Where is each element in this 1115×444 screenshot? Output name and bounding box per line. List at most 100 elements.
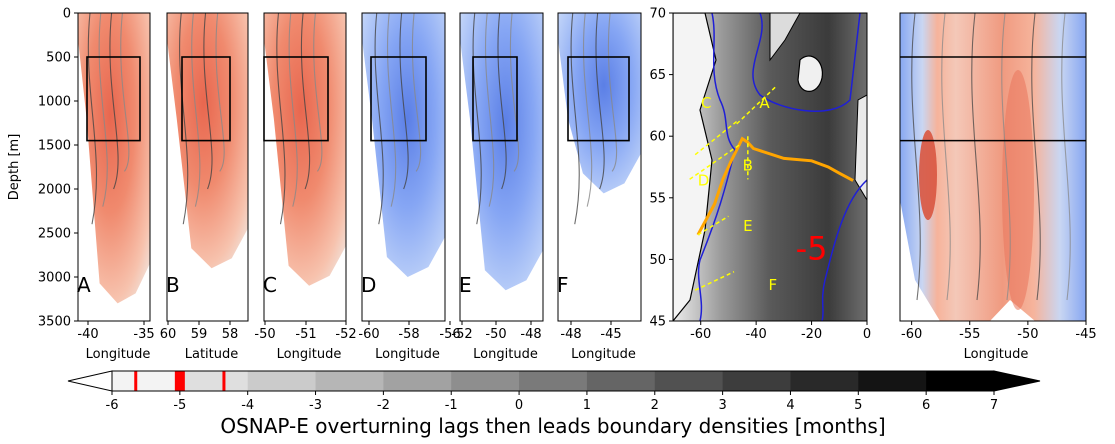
contour-line — [911, 12, 921, 301]
panel-frame — [459, 12, 544, 322]
x-tick-label: -45 — [1075, 327, 1096, 342]
x-tick-label: -51 — [295, 327, 316, 342]
contour-line — [313, 12, 323, 172]
iceland-shape — [797, 55, 823, 92]
map-y-tick-label: 50 — [649, 253, 666, 268]
map-x-tick-label: -40 — [746, 327, 767, 342]
colorbar-tick-label: -3 — [309, 398, 322, 413]
contour-line — [300, 12, 311, 190]
lag-marker — [134, 371, 138, 391]
x-tick-label: -52 — [451, 327, 472, 342]
lag-marker — [174, 371, 185, 391]
isobath-east — [821, 179, 867, 321]
contour-line — [607, 12, 618, 172]
colorbar-frame — [111, 370, 995, 392]
contour-line — [582, 12, 593, 207]
colorbar-tick-label: -4 — [241, 398, 254, 413]
x-tick-label: -60 — [358, 327, 379, 342]
contour-line — [595, 12, 605, 190]
contour-line — [497, 12, 507, 190]
x-tick-label: -50 — [254, 327, 275, 342]
colorbar-extend-high — [993, 370, 1041, 392]
panel-letter: F — [557, 273, 569, 297]
contour-line — [411, 12, 422, 172]
colorbar-segment — [654, 371, 724, 391]
y-tick-label: 2000 — [38, 183, 71, 198]
panel-letter: C — [263, 273, 277, 297]
section-panels: A -40 -35 Longitude B 60 59 58 Latitude C -50 -51 -5… — [7, 7, 642, 362]
section-panel-F: F -48 -45 Longitude — [557, 12, 642, 362]
section-location-line — [697, 215, 729, 236]
map-content: A B C D E F -5 — [673, 13, 867, 321]
land-coast-west — [673, 13, 717, 321]
map-x-tick-label: -20 — [801, 327, 822, 342]
x-tick-label: -58 — [398, 327, 419, 342]
x-tick-label: 60 — [160, 327, 177, 342]
colorbar-tick-label: 1 — [583, 398, 591, 413]
x-axis-label: Longitude — [375, 347, 440, 362]
colorbar-tick-label: -6 — [106, 398, 119, 413]
isobath-north — [752, 13, 861, 112]
panel-letter: B — [166, 273, 180, 297]
x-tick-label: -45 — [600, 327, 621, 342]
contour-line — [215, 12, 225, 172]
colorbar-segment — [586, 371, 656, 391]
analysis-box — [86, 56, 141, 142]
interior-maximum — [1002, 70, 1034, 310]
colorbar-tick-label: 7 — [990, 398, 998, 413]
colorbar-extend-low — [67, 370, 113, 392]
colorbar-tick-label: 6 — [922, 398, 930, 413]
panel-letter: D — [361, 273, 376, 297]
contour-line — [179, 12, 189, 225]
contour-line — [288, 12, 298, 207]
map-y-tick-label: 70 — [649, 7, 666, 22]
contour-line — [941, 12, 951, 301]
x-tick-label: -55 — [959, 327, 980, 342]
panel-frame — [899, 12, 1087, 322]
x-tick-label: -35 — [133, 327, 154, 342]
colorbar-label: OSNAP-E overturning lags then leads boun… — [220, 414, 885, 438]
x-tick-label: 59 — [191, 327, 208, 342]
y-tick-label: 3000 — [38, 271, 71, 286]
map-y-tick-label: 45 — [649, 315, 666, 330]
contour-line — [276, 12, 286, 225]
x-axis-label: Longitude — [964, 347, 1029, 362]
y-tick-label: 0 — [63, 7, 71, 22]
section-location-line — [689, 144, 740, 180]
colorbar-segment — [451, 371, 520, 391]
section-field — [264, 13, 346, 286]
contour-line — [87, 12, 97, 225]
x-axis-label: Latitude — [185, 347, 239, 362]
map-y-tick-label: 65 — [649, 68, 666, 83]
wide-section-field — [900, 13, 1086, 321]
section-panel-E: E -52 -50 -48 Longitude — [451, 12, 544, 362]
colorbar-segment — [926, 371, 995, 391]
x-tick-label: -48 — [520, 327, 541, 342]
x-axis-label: Longitude — [473, 347, 538, 362]
colorbar-tick-label: 4 — [786, 398, 794, 413]
colorbar-segment — [383, 371, 452, 391]
y-tick-label: 3500 — [38, 315, 71, 330]
contour-line — [109, 12, 119, 190]
contour-line — [386, 12, 397, 207]
contour-line — [120, 12, 130, 172]
contour-line — [191, 12, 201, 207]
contour-line — [98, 12, 108, 207]
contour-line — [509, 12, 520, 172]
section-panel-D: D -60 -58 -56 Longitude — [358, 12, 461, 362]
wide-section-panel: -60 -55 -50 -45 Longitude — [899, 12, 1097, 362]
section-field — [460, 13, 543, 291]
contour-line — [484, 12, 495, 207]
colorbar-tick-label: 0 — [515, 398, 523, 413]
osnap-section-line — [696, 136, 854, 236]
section-panel-C: C -50 -51 -52 Longitude — [254, 12, 357, 362]
contour-line — [374, 12, 384, 225]
analysis-box — [181, 56, 231, 142]
panel-frame — [166, 12, 249, 322]
panel-frame — [361, 12, 446, 322]
colorbar-segment — [519, 371, 588, 391]
colorbar-tick-label: 2 — [651, 398, 659, 413]
y-tick-label: 1000 — [38, 95, 71, 110]
contour-line — [1031, 12, 1041, 301]
map-section-label: B — [743, 157, 753, 175]
